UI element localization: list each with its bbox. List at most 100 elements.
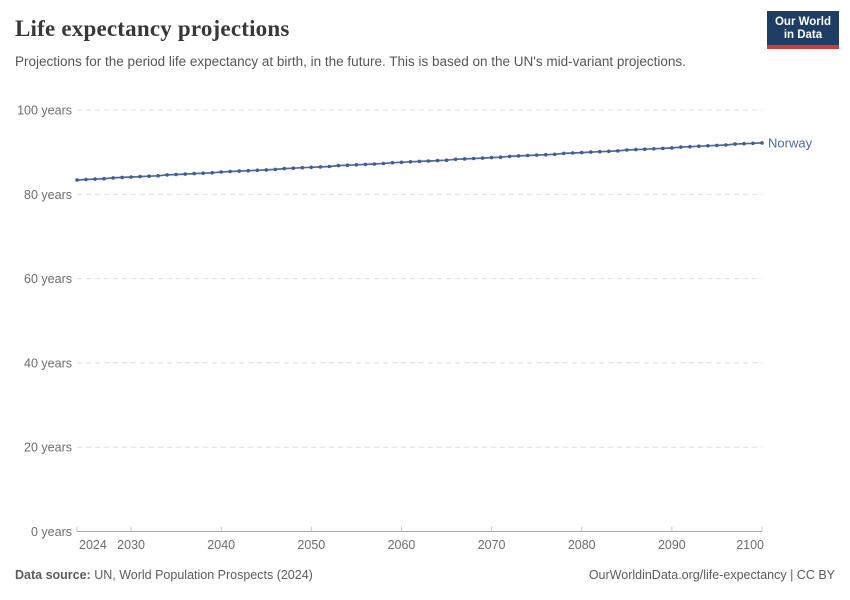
data-point[interactable] [318,165,323,169]
data-point[interactable] [616,149,620,153]
data-point[interactable] [75,178,79,182]
data-point[interactable] [742,141,746,146]
data-point[interactable] [129,175,133,179]
data-point[interactable] [625,148,629,152]
data-point[interactable] [165,173,169,177]
data-point[interactable] [93,177,97,181]
data-point[interactable] [345,163,350,167]
data-point[interactable] [534,153,539,157]
y-tick-label: 0 years [31,525,72,539]
data-point[interactable] [336,163,341,168]
chart-title: Life expectancy projections [15,16,290,41]
chart-subtitle: Projections for the period life expectan… [15,54,686,69]
data-point[interactable] [102,176,106,181]
data-point[interactable] [598,149,602,154]
data-point[interactable] [715,143,719,148]
data-point[interactable] [480,156,485,160]
data-point[interactable] [390,160,395,165]
data-point[interactable] [724,143,728,147]
data-point[interactable] [228,169,232,174]
data-point[interactable] [507,154,512,159]
data-point[interactable] [273,167,278,172]
data-point[interactable] [282,166,287,171]
owid-logo-line1: Our World [774,16,831,28]
data-point[interactable] [661,146,665,151]
data-point[interactable] [246,168,251,173]
data-point[interactable] [471,156,476,161]
chart-footer: Data source: UN, World Population Prospe… [15,568,835,582]
x-tick-label: 2090 [658,538,686,552]
data-point[interactable] [138,174,142,179]
data-point[interactable] [417,159,422,164]
data-point[interactable] [634,147,638,152]
data-point[interactable] [426,159,431,163]
data-point[interactable] [381,161,386,166]
data-point[interactable] [552,152,557,157]
y-tick-label: 80 years [24,188,72,202]
data-point[interactable] [147,174,151,178]
data-point[interactable] [543,152,548,157]
y-tick-label: 60 years [24,272,72,286]
data-point[interactable] [444,158,449,162]
data-point[interactable] [570,151,575,155]
data-point[interactable] [201,171,205,175]
data-point[interactable] [751,141,755,146]
data-point[interactable] [706,144,710,148]
data-point[interactable] [363,162,368,167]
data-point[interactable] [652,147,656,151]
data-point[interactable] [733,142,737,146]
data-point[interactable] [760,141,764,145]
data-point[interactable] [174,172,178,177]
data-point[interactable] [354,163,359,167]
data-source: Data source: UN, World Population Prospe… [15,568,313,582]
x-tick-label: 2060 [388,538,416,552]
data-point[interactable] [309,165,314,170]
data-point[interactable] [399,160,404,165]
data-point[interactable] [372,162,377,166]
data-point[interactable] [516,154,521,158]
data-point[interactable] [327,164,332,169]
data-point[interactable] [183,172,187,176]
attribution-link[interactable]: OurWorldinData.org/life-expectancy | CC … [588,568,835,582]
x-tick-label: 2080 [568,538,596,552]
data-point[interactable] [697,144,701,148]
owid-logo-line2: in Data [783,29,823,41]
data-point[interactable] [156,174,160,178]
data-point[interactable] [408,160,413,164]
data-source-label: Data source: [15,568,91,582]
x-tick-label: 2024 [79,538,107,552]
data-point[interactable] [210,171,214,175]
data-point[interactable] [219,170,223,174]
data-point[interactable] [84,177,88,182]
data-point[interactable] [589,150,593,154]
data-point[interactable] [679,145,683,149]
data-point[interactable] [435,158,440,163]
data-point[interactable] [643,147,647,151]
data-point[interactable] [453,157,458,162]
y-tick-label: 100 years [17,104,72,118]
data-point[interactable] [111,176,115,180]
owid-logo[interactable]: Our World in Data [766,11,839,49]
data-point[interactable] [192,171,196,176]
x-tick-label: 2100 [736,538,764,552]
series-label-norway[interactable]: Norway [768,135,813,150]
data-point[interactable] [120,175,124,180]
data-point[interactable] [525,153,530,158]
data-point[interactable] [688,144,692,149]
data-point[interactable] [561,151,566,156]
y-tick-label: 20 years [24,441,72,455]
data-point[interactable] [607,149,611,154]
data-point[interactable] [670,146,674,150]
data-point[interactable] [237,169,241,173]
x-tick-label: 2030 [117,538,145,552]
data-point[interactable] [489,155,494,160]
data-point[interactable] [291,166,296,170]
data-point[interactable] [579,150,584,155]
x-tick-label: 2050 [297,538,325,552]
data-point[interactable] [264,168,269,172]
data-point[interactable] [255,168,260,173]
data-point[interactable] [300,165,305,170]
data-point[interactable] [462,157,467,161]
x-tick-label: 2070 [478,538,506,552]
data-point[interactable] [498,155,503,159]
